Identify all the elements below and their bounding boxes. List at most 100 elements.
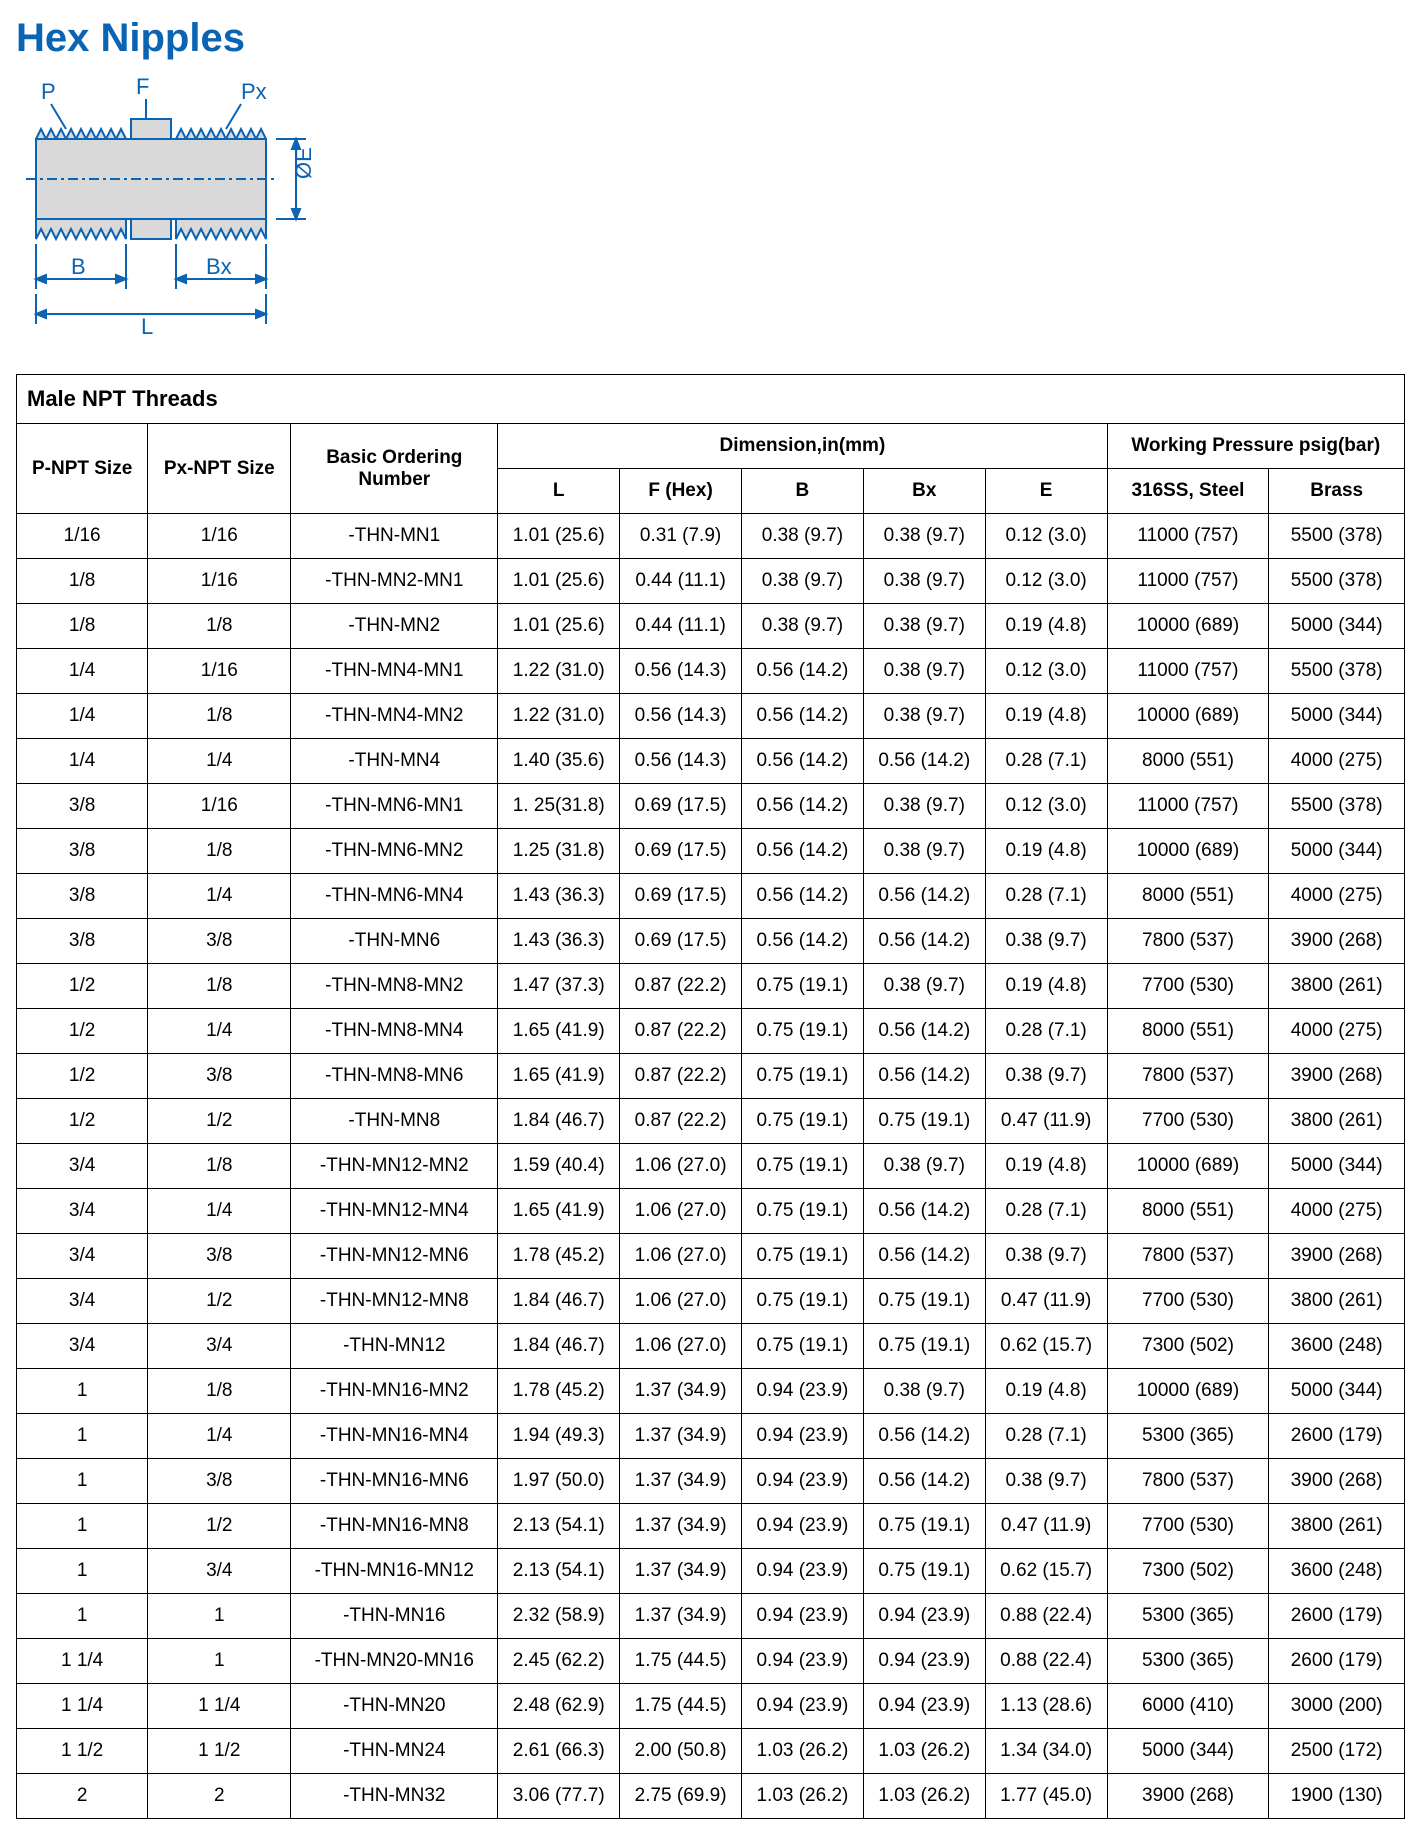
cell-br: 1900 (130) bbox=[1269, 1774, 1405, 1819]
cell-p: 3/4 bbox=[17, 1144, 148, 1189]
cell-L: 2.13 (54.1) bbox=[498, 1549, 620, 1594]
cell-F: 2.75 (69.9) bbox=[620, 1774, 742, 1819]
cell-ord: -THN-MN16-MN12 bbox=[291, 1549, 498, 1594]
cell-ord: -THN-MN8-MN6 bbox=[291, 1054, 498, 1099]
cell-px: 2 bbox=[148, 1774, 291, 1819]
cell-ss: 5300 (365) bbox=[1107, 1594, 1269, 1639]
cell-E: 0.28 (7.1) bbox=[985, 1414, 1107, 1459]
cell-br: 3800 (261) bbox=[1269, 964, 1405, 1009]
table-row: 1/81/16-THN-MN2-MN11.01 (25.6)0.44 (11.1… bbox=[17, 559, 1405, 604]
cell-Bx: 0.75 (19.1) bbox=[863, 1099, 985, 1144]
cell-B: 0.38 (9.7) bbox=[742, 559, 864, 604]
cell-p: 3/8 bbox=[17, 829, 148, 874]
cell-Bx: 0.56 (14.2) bbox=[863, 1189, 985, 1234]
cell-B: 0.56 (14.2) bbox=[742, 829, 864, 874]
diagram-label-Px: Px bbox=[241, 79, 267, 104]
hdr-dim-group: Dimension,in(mm) bbox=[498, 424, 1107, 469]
cell-L: 2.48 (62.9) bbox=[498, 1684, 620, 1729]
cell-B: 0.75 (19.1) bbox=[742, 1054, 864, 1099]
cell-F: 0.69 (17.5) bbox=[620, 919, 742, 964]
cell-L: 1.65 (41.9) bbox=[498, 1054, 620, 1099]
cell-E: 0.12 (3.0) bbox=[985, 514, 1107, 559]
cell-px: 1/16 bbox=[148, 784, 291, 829]
cell-p: 1/16 bbox=[17, 514, 148, 559]
cell-E: 0.47 (11.9) bbox=[985, 1279, 1107, 1324]
cell-E: 0.28 (7.1) bbox=[985, 1009, 1107, 1054]
table-row: 1 1/21 1/2-THN-MN242.61 (66.3)2.00 (50.8… bbox=[17, 1729, 1405, 1774]
cell-ord: -THN-MN16-MN6 bbox=[291, 1459, 498, 1504]
cell-B: 0.94 (23.9) bbox=[742, 1549, 864, 1594]
table-row: 3/43/4-THN-MN121.84 (46.7)1.06 (27.0)0.7… bbox=[17, 1324, 1405, 1369]
cell-F: 0.56 (14.3) bbox=[620, 739, 742, 784]
hdr-E: E bbox=[985, 469, 1107, 514]
cell-Bx: 0.94 (23.9) bbox=[863, 1639, 985, 1684]
cell-br: 5000 (344) bbox=[1269, 829, 1405, 874]
table-row: 3/83/8-THN-MN61.43 (36.3)0.69 (17.5)0.56… bbox=[17, 919, 1405, 964]
cell-px: 1/4 bbox=[148, 1009, 291, 1054]
cell-p: 1/2 bbox=[17, 1099, 148, 1144]
cell-ss: 11000 (757) bbox=[1107, 784, 1269, 829]
cell-ord: -THN-MN12-MN6 bbox=[291, 1234, 498, 1279]
cell-L: 1.94 (49.3) bbox=[498, 1414, 620, 1459]
cell-L: 1.43 (36.3) bbox=[498, 919, 620, 964]
diagram-label-E: ØE bbox=[291, 147, 316, 179]
cell-br: 4000 (275) bbox=[1269, 739, 1405, 784]
table-row: 1 1/41-THN-MN20-MN162.45 (62.2)1.75 (44.… bbox=[17, 1639, 1405, 1684]
cell-B: 0.75 (19.1) bbox=[742, 1144, 864, 1189]
cell-ss: 7800 (537) bbox=[1107, 1234, 1269, 1279]
cell-B: 0.56 (14.2) bbox=[742, 649, 864, 694]
cell-E: 0.38 (9.7) bbox=[985, 919, 1107, 964]
cell-B: 0.94 (23.9) bbox=[742, 1639, 864, 1684]
cell-B: 0.75 (19.1) bbox=[742, 1189, 864, 1234]
cell-ss: 11000 (757) bbox=[1107, 559, 1269, 604]
cell-E: 1.34 (34.0) bbox=[985, 1729, 1107, 1774]
cell-B: 0.75 (19.1) bbox=[742, 964, 864, 1009]
cell-p: 3/4 bbox=[17, 1279, 148, 1324]
cell-p: 3/8 bbox=[17, 874, 148, 919]
diagram-label-L: L bbox=[141, 314, 153, 339]
hex-nipple-diagram: P F Px B Bx L ØE bbox=[16, 69, 1405, 354]
cell-br: 3800 (261) bbox=[1269, 1099, 1405, 1144]
cell-p: 1 1/2 bbox=[17, 1729, 148, 1774]
cell-px: 1/8 bbox=[148, 694, 291, 739]
cell-E: 0.12 (3.0) bbox=[985, 559, 1107, 604]
cell-E: 0.88 (22.4) bbox=[985, 1594, 1107, 1639]
cell-L: 2.32 (58.9) bbox=[498, 1594, 620, 1639]
cell-px: 1/2 bbox=[148, 1504, 291, 1549]
cell-Bx: 0.75 (19.1) bbox=[863, 1324, 985, 1369]
cell-E: 0.12 (3.0) bbox=[985, 784, 1107, 829]
cell-Bx: 0.56 (14.2) bbox=[863, 1009, 985, 1054]
cell-ord: -THN-MN2 bbox=[291, 604, 498, 649]
cell-px: 1/8 bbox=[148, 604, 291, 649]
cell-E: 0.19 (4.8) bbox=[985, 1369, 1107, 1414]
cell-p: 1 1/4 bbox=[17, 1639, 148, 1684]
table-row: 3/43/8-THN-MN12-MN61.78 (45.2)1.06 (27.0… bbox=[17, 1234, 1405, 1279]
cell-F: 0.87 (22.2) bbox=[620, 1054, 742, 1099]
cell-p: 3/4 bbox=[17, 1189, 148, 1234]
cell-ss: 8000 (551) bbox=[1107, 739, 1269, 784]
cell-Bx: 0.38 (9.7) bbox=[863, 1144, 985, 1189]
cell-ord: -THN-MN6-MN1 bbox=[291, 784, 498, 829]
cell-ord: -THN-MN1 bbox=[291, 514, 498, 559]
spec-table: Male NPT Threads P-NPT Size Px-NPT Size … bbox=[16, 374, 1405, 1819]
hdr-F: F (Hex) bbox=[620, 469, 742, 514]
cell-br: 5500 (378) bbox=[1269, 514, 1405, 559]
cell-px: 3/4 bbox=[148, 1324, 291, 1369]
cell-ord: -THN-MN2-MN1 bbox=[291, 559, 498, 604]
cell-ss: 8000 (551) bbox=[1107, 1189, 1269, 1234]
cell-E: 0.38 (9.7) bbox=[985, 1459, 1107, 1504]
cell-L: 1.40 (35.6) bbox=[498, 739, 620, 784]
cell-ss: 11000 (757) bbox=[1107, 514, 1269, 559]
cell-E: 0.88 (22.4) bbox=[985, 1639, 1107, 1684]
section-title-row: Male NPT Threads bbox=[17, 375, 1405, 424]
table-row: 13/8-THN-MN16-MN61.97 (50.0)1.37 (34.9)0… bbox=[17, 1459, 1405, 1504]
cell-br: 4000 (275) bbox=[1269, 1009, 1405, 1054]
hdr-pxnpt: Px-NPT Size bbox=[148, 424, 291, 514]
hdr-L: L bbox=[498, 469, 620, 514]
table-row: 3/41/4-THN-MN12-MN41.65 (41.9)1.06 (27.0… bbox=[17, 1189, 1405, 1234]
cell-L: 1.01 (25.6) bbox=[498, 604, 620, 649]
cell-ss: 10000 (689) bbox=[1107, 694, 1269, 739]
table-row: 1 1/41 1/4-THN-MN202.48 (62.9)1.75 (44.5… bbox=[17, 1684, 1405, 1729]
cell-px: 1/4 bbox=[148, 874, 291, 919]
cell-Bx: 0.38 (9.7) bbox=[863, 829, 985, 874]
